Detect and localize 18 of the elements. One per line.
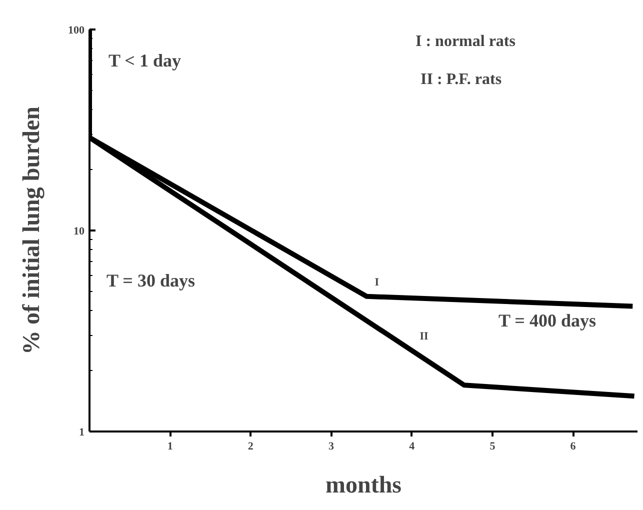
y-tick-label: 1 [79,426,84,438]
annotation: II : P.F. rats [420,71,502,88]
annotation: T = 30 days [106,270,195,290]
annotation: T < 1 day [108,50,181,70]
annotation: T = 400 days [498,310,596,330]
y-tick-label: 10 [74,226,85,238]
y-tick-label: 100 [68,24,85,36]
annotation: I : normal rats [416,33,516,50]
x-tick-label: 2 [248,440,254,452]
x-tick-label: 3 [328,440,335,452]
x-tick-label: 1 [167,440,173,452]
x-tick-label: 5 [490,440,496,452]
series-label: II [420,330,428,343]
x-tick-label: 4 [409,440,416,452]
series-label: I [374,276,380,288]
x-axis-title: months [325,472,402,498]
y-axis-title: % of initial lung burden [19,106,45,355]
x-tick-label: 6 [570,440,576,452]
